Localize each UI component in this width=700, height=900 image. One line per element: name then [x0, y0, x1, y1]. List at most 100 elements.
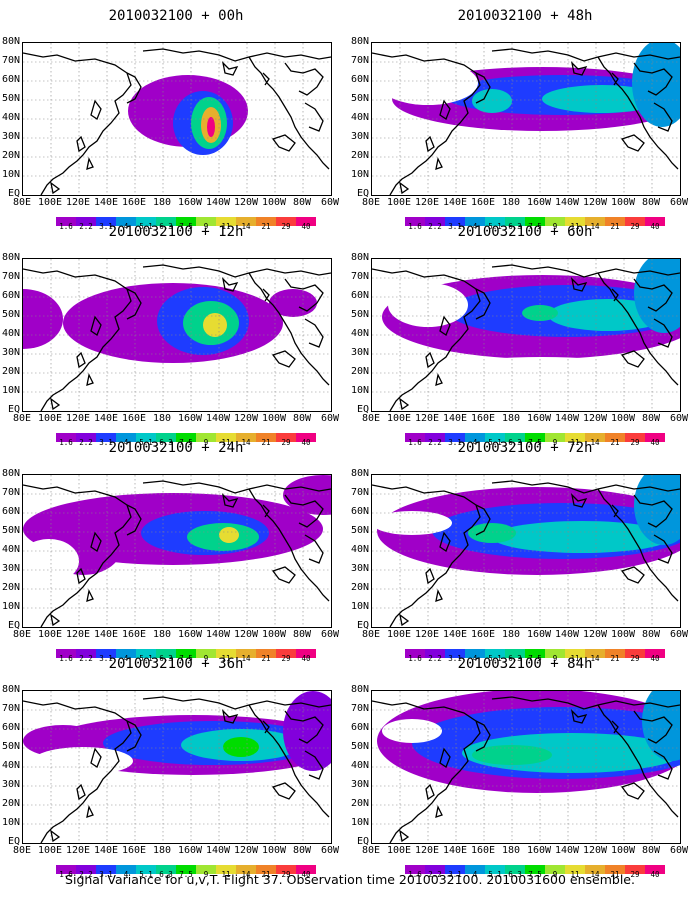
colorbar-label: 6.3 [508, 654, 522, 663]
latitude-label: 80N [350, 468, 369, 479]
latitude-label: 40N [350, 328, 369, 339]
coastline [23, 700, 132, 843]
coastline [475, 288, 491, 320]
colorbar-label: 3.1 [99, 438, 113, 447]
colorbar [56, 212, 317, 231]
colorbar-swatch [76, 433, 96, 442]
colorbar-swatch [465, 865, 485, 874]
colorbar-label: 9 [203, 654, 209, 663]
low-variance-area [402, 357, 680, 409]
colorbar-label: 4 [123, 438, 129, 447]
longitude-label: 160E [470, 197, 496, 208]
longitude-label: 100E [386, 197, 412, 208]
variance-map [22, 690, 332, 844]
longitude-label: 120W [582, 845, 608, 856]
longitude-label: 160W [177, 629, 203, 640]
longitude-label: 140W [205, 629, 231, 640]
colorbar [405, 212, 666, 231]
colorbar-swatch [256, 865, 276, 874]
colorbar-swatch [405, 217, 425, 226]
longitude-label: 160W [526, 845, 552, 856]
colorbar-swatch [256, 217, 276, 226]
colorbar-swatch [116, 217, 136, 226]
colorbar-label: 21 [610, 438, 620, 447]
variance-contour [223, 737, 259, 757]
coastline [126, 288, 142, 320]
colorbar-swatch [465, 649, 485, 658]
colorbar-label: 9 [203, 222, 209, 231]
variance-map [371, 474, 681, 628]
colorbar-label: 9 [203, 870, 209, 879]
low-variance-area [372, 511, 452, 535]
colorbar-label: 4 [123, 870, 129, 879]
colorbar [56, 644, 317, 663]
colorbar-swatch [525, 865, 545, 874]
coastline [425, 783, 435, 801]
coastline [50, 613, 61, 627]
coastline [597, 56, 679, 170]
coastline [23, 52, 132, 195]
coastline [620, 566, 645, 584]
colorbar-label: 40 [301, 222, 311, 231]
coastline [221, 493, 239, 508]
colorbar-swatch [196, 649, 216, 658]
colorbar-label: 5.1 [139, 870, 153, 879]
colorbar-label: 29 [281, 870, 291, 879]
colorbar-swatch [176, 217, 196, 226]
longitude-label: 140W [554, 197, 580, 208]
longitude-label: 160E [121, 845, 147, 856]
longitude-label: 160E [470, 413, 496, 424]
colorbar-swatch [56, 865, 76, 874]
colorbar-label: 14 [241, 870, 251, 879]
latitude-label: 80N [1, 252, 20, 263]
longitude-label: 160W [177, 413, 203, 424]
coastline [262, 72, 270, 86]
colorbar-label: 14 [590, 222, 600, 231]
coastline [86, 373, 94, 386]
colorbar-swatch [585, 433, 605, 442]
latitude-label: 20N [350, 366, 369, 377]
longitude-label: 140E [93, 629, 119, 640]
longitude-label: 160E [470, 845, 496, 856]
colorbar-swatch [296, 649, 316, 658]
colorbar-swatch [605, 865, 625, 874]
colorbar-swatch [196, 433, 216, 442]
latitude-label: 50N [1, 93, 20, 104]
colorbar-label: 1.6 [59, 222, 73, 231]
map-canvas [372, 475, 680, 627]
latitude-label: EQ [356, 188, 369, 199]
longitude-label: 140W [554, 845, 580, 856]
colorbar-swatch [96, 649, 116, 658]
colorbar-label: 14 [241, 654, 251, 663]
latitude-label: 50N [350, 525, 369, 536]
variance-contour [634, 259, 680, 333]
coastline [597, 488, 679, 602]
colorbar-label: 1.6 [59, 870, 73, 879]
colorbar-swatch [585, 649, 605, 658]
colorbar-swatch [545, 217, 565, 226]
coastline [76, 351, 86, 369]
latitude-label: 70N [1, 703, 20, 714]
colorbar-label: 21 [610, 654, 620, 663]
coastline [399, 829, 410, 843]
longitude-label: 160W [526, 413, 552, 424]
longitude-label: 100E [37, 197, 63, 208]
colorbar-swatch [425, 865, 445, 874]
latitude-label: 20N [350, 150, 369, 161]
longitude-label: 100W [610, 845, 636, 856]
colorbar-swatch [196, 865, 216, 874]
panel-title: 2010032100 + 48h [457, 8, 593, 24]
coastline [475, 720, 491, 752]
colorbar-swatch [236, 865, 256, 874]
colorbar-swatch [625, 865, 645, 874]
colorbar-label: 9 [552, 222, 558, 231]
longitude-label: 140W [554, 629, 580, 640]
panel-title: 2010032100 + 12h [108, 224, 244, 240]
latitude-label: 70N [1, 487, 20, 498]
longitude-label: 180 [152, 413, 172, 424]
coastline [23, 484, 132, 627]
latitude-label: 30N [350, 779, 369, 790]
colorbar-swatch [56, 649, 76, 658]
colorbar-swatch [485, 433, 505, 442]
coastline [633, 494, 673, 528]
